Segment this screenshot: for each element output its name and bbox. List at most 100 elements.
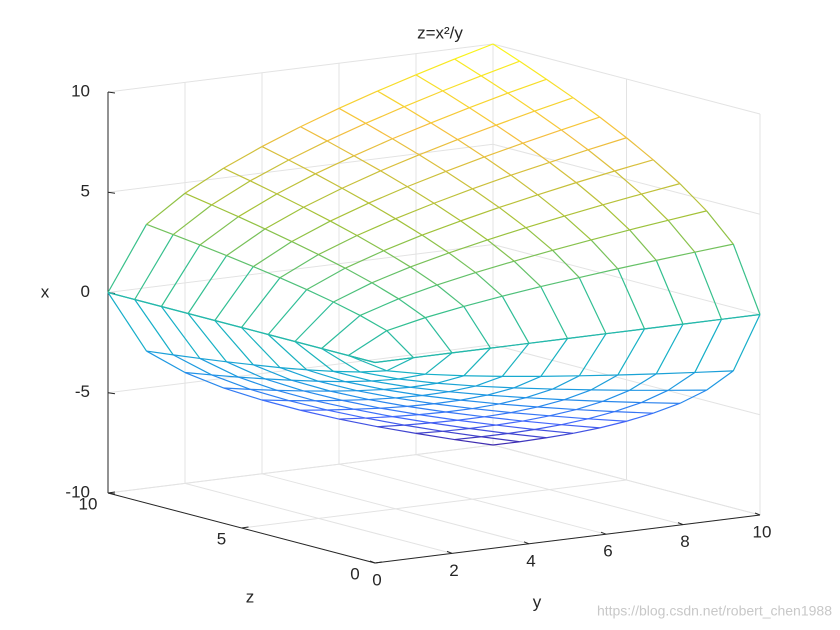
mesh-segment <box>513 260 542 288</box>
mesh-segment <box>487 227 527 241</box>
mesh-segment <box>341 170 381 189</box>
mesh-segment <box>534 428 574 434</box>
mesh-segment <box>211 180 251 206</box>
mesh-segment <box>510 411 550 417</box>
mesh-segment <box>300 409 340 420</box>
mesh-segment <box>501 342 530 377</box>
mesh-segment <box>288 400 328 411</box>
y-tick <box>677 522 684 526</box>
mesh-segment <box>448 252 476 274</box>
mesh-segment <box>629 229 657 261</box>
mesh-segment <box>261 126 301 148</box>
mesh-segment <box>652 159 681 185</box>
mesh-segment <box>605 328 645 335</box>
mesh-segment <box>445 170 473 190</box>
mesh-segment <box>415 432 455 441</box>
y-tick <box>446 550 453 554</box>
mesh-segment <box>294 341 334 372</box>
mesh-segment <box>732 243 761 315</box>
mesh-segment <box>288 159 316 175</box>
mesh-segment <box>469 427 508 435</box>
mesh-segment <box>368 397 396 401</box>
mesh-segment <box>306 289 334 303</box>
mesh-segment <box>492 43 521 62</box>
x-tick-label: -10 <box>65 482 90 501</box>
y-tick-label: 8 <box>680 532 689 551</box>
mesh-segment <box>392 138 420 156</box>
mesh-segment <box>146 350 186 374</box>
mesh-segment <box>241 326 269 336</box>
mesh-segment <box>395 397 435 405</box>
mesh-segment <box>454 436 482 441</box>
mesh-segment <box>353 407 381 410</box>
mesh-segment <box>469 92 509 109</box>
mesh-segment <box>652 402 681 414</box>
mesh-segment <box>371 380 411 388</box>
mesh-segment <box>265 378 292 381</box>
mesh-segment <box>454 58 482 77</box>
mesh-segment <box>187 312 215 322</box>
x-tick-label: 10 <box>71 81 90 100</box>
mesh-segment <box>490 342 530 349</box>
mesh-segment <box>360 370 387 373</box>
z-tick <box>374 561 383 564</box>
mesh-segment <box>392 414 420 418</box>
mesh-segment <box>371 282 399 300</box>
mesh-segment <box>410 382 438 388</box>
mesh-segment <box>572 97 601 118</box>
mesh-segment <box>264 378 304 392</box>
mesh-segment <box>537 182 577 196</box>
mesh-segment <box>303 390 343 401</box>
mesh-segment <box>253 266 281 279</box>
mesh-segment <box>418 138 458 156</box>
y-tick <box>369 560 376 564</box>
mesh-segment <box>492 441 520 446</box>
mesh-segment <box>223 167 251 182</box>
mesh-segment <box>480 60 520 77</box>
mesh-segment <box>614 411 654 414</box>
mesh-segment <box>499 397 527 405</box>
mesh-segment <box>330 390 369 401</box>
mesh-segment <box>513 249 553 262</box>
mesh-segment <box>694 370 734 374</box>
grid-line <box>492 43 761 115</box>
mesh-segment <box>546 432 574 439</box>
mesh-segment <box>682 318 722 325</box>
mesh-segment <box>499 194 538 209</box>
mesh-segment <box>590 229 630 241</box>
mesh-segment <box>172 204 213 236</box>
y-tick <box>754 512 761 516</box>
mesh-segment <box>341 399 381 409</box>
mesh-segment <box>614 401 642 413</box>
mesh-segment <box>187 255 228 314</box>
mesh-segment <box>540 286 569 339</box>
mesh-segment <box>318 254 346 269</box>
mesh-segment <box>356 234 384 252</box>
mesh-segment <box>146 192 186 225</box>
mesh-segment <box>498 206 527 229</box>
mesh-segment <box>457 419 497 426</box>
mesh-segment <box>419 411 446 416</box>
mesh-segment <box>359 314 388 332</box>
mesh-segment <box>341 187 370 204</box>
mesh-segment <box>238 376 266 380</box>
mesh-segment <box>549 161 577 184</box>
mesh-segment <box>211 204 239 218</box>
mesh-segment <box>377 426 417 434</box>
z-tick-label: 5 <box>217 529 226 548</box>
mesh-segment <box>425 305 464 319</box>
mesh-segment <box>407 405 446 413</box>
mesh-segment <box>656 251 695 261</box>
grid-line <box>492 143 761 215</box>
mesh-segment <box>279 277 307 291</box>
mesh-segment <box>368 398 408 407</box>
mesh-segment <box>507 78 547 94</box>
mesh-segment <box>107 292 148 352</box>
mesh-segment <box>422 391 449 397</box>
mesh-segment <box>238 216 266 230</box>
mesh-segment <box>333 301 361 316</box>
mesh-segment <box>318 380 358 392</box>
mesh-segment <box>617 373 657 376</box>
mesh-segment <box>383 234 423 252</box>
